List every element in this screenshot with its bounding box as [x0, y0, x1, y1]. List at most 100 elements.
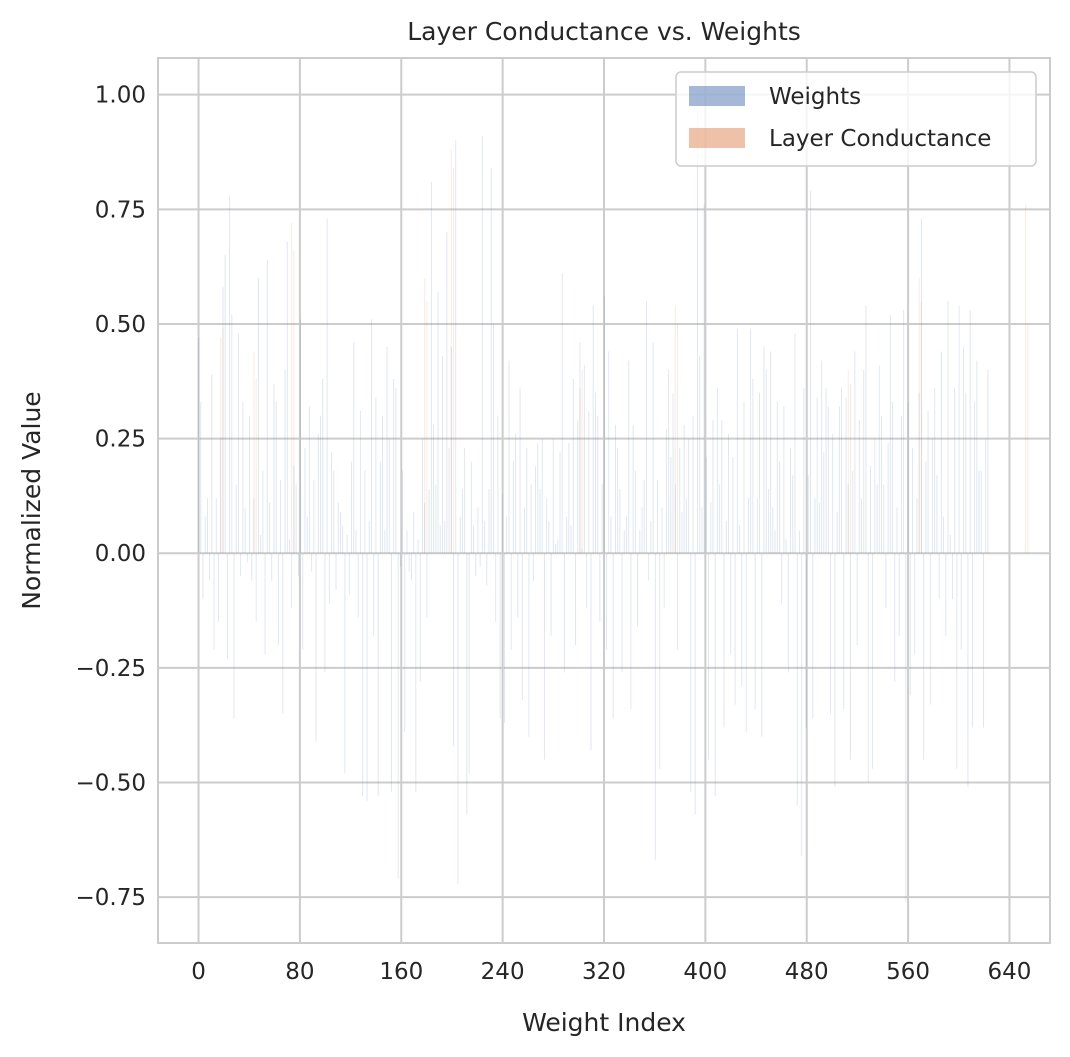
bar	[949, 534, 951, 554]
bar	[610, 516, 612, 554]
bar	[315, 553, 317, 742]
bar	[435, 484, 437, 554]
bar	[246, 553, 248, 563]
bar	[628, 360, 630, 554]
bar	[592, 305, 594, 554]
bar	[253, 498, 255, 554]
x-tick-label: 0	[191, 959, 206, 985]
bar	[406, 530, 408, 554]
bar	[530, 484, 532, 554]
bar	[446, 232, 448, 554]
bar	[524, 507, 525, 554]
bar	[969, 310, 971, 554]
bar	[794, 333, 796, 554]
bar	[535, 466, 537, 554]
bar	[677, 323, 678, 554]
bar	[983, 553, 984, 728]
bar	[428, 489, 430, 554]
bar	[674, 305, 676, 554]
bar	[847, 484, 849, 554]
bar	[603, 296, 605, 554]
bar	[235, 484, 237, 554]
bar	[781, 553, 783, 604]
bar	[938, 553, 940, 600]
bar	[233, 553, 235, 719]
bar	[756, 498, 758, 554]
bar	[747, 498, 749, 554]
bar	[237, 333, 239, 554]
bar	[215, 498, 217, 554]
bar	[920, 218, 922, 554]
bar	[637, 553, 639, 627]
bar	[852, 470, 854, 554]
bar	[807, 475, 809, 554]
bar	[810, 190, 812, 554]
bar	[526, 447, 528, 554]
bar	[297, 553, 299, 577]
bar	[422, 438, 423, 554]
bar	[275, 401, 277, 554]
bar	[366, 553, 368, 801]
y-axis-label: Normalized Value	[17, 391, 46, 609]
bar	[413, 511, 415, 554]
bar	[326, 218, 328, 554]
bar	[486, 553, 488, 586]
bar	[967, 553, 969, 788]
bar	[710, 502, 712, 554]
bar	[699, 356, 701, 554]
bar	[978, 470, 980, 554]
bar	[512, 461, 514, 554]
bar	[204, 516, 206, 554]
x-tick-label: 480	[785, 959, 829, 985]
bar	[734, 553, 736, 705]
bar	[634, 470, 636, 554]
bar	[759, 392, 761, 554]
bar	[612, 553, 614, 719]
bar	[390, 553, 392, 792]
bar	[339, 511, 341, 554]
bar	[694, 553, 696, 815]
x-tick-label: 240	[481, 959, 525, 985]
bar	[685, 498, 687, 554]
bar	[293, 466, 295, 554]
bar	[399, 553, 401, 567]
tick-labels: 0 80 160 240 320 400 480 560 640 −0.75 −0.50 −0.25 0…	[76, 83, 1032, 985]
bar	[743, 401, 745, 554]
bar	[614, 424, 616, 554]
bar	[790, 447, 792, 554]
bar	[832, 434, 834, 554]
bar	[550, 553, 552, 636]
bar	[617, 447, 619, 554]
bar	[557, 539, 559, 554]
bar	[736, 328, 738, 554]
legend-label-weights: Weights	[769, 84, 861, 110]
y-tick-label: 0.75	[95, 197, 146, 223]
bar	[712, 420, 714, 554]
bar	[555, 544, 557, 554]
y-tick-label: −0.50	[76, 771, 146, 797]
bar	[359, 411, 361, 554]
bar	[639, 530, 641, 554]
bar	[940, 351, 942, 554]
bar	[488, 489, 490, 554]
bar	[920, 301, 922, 554]
bar	[903, 310, 905, 554]
legend-box	[675, 71, 1037, 167]
bar	[854, 351, 856, 554]
bar	[222, 287, 224, 554]
bar	[253, 351, 255, 554]
bar	[404, 553, 406, 733]
bar	[408, 553, 410, 572]
bar	[484, 521, 486, 554]
bar	[373, 553, 375, 636]
bar	[677, 553, 678, 650]
bar	[375, 397, 377, 554]
bar	[974, 401, 976, 554]
bar	[501, 493, 503, 554]
bar	[331, 452, 333, 554]
bar	[262, 470, 264, 554]
bar	[468, 553, 470, 774]
bar	[231, 314, 233, 554]
bar	[927, 411, 929, 554]
bar	[521, 553, 523, 700]
